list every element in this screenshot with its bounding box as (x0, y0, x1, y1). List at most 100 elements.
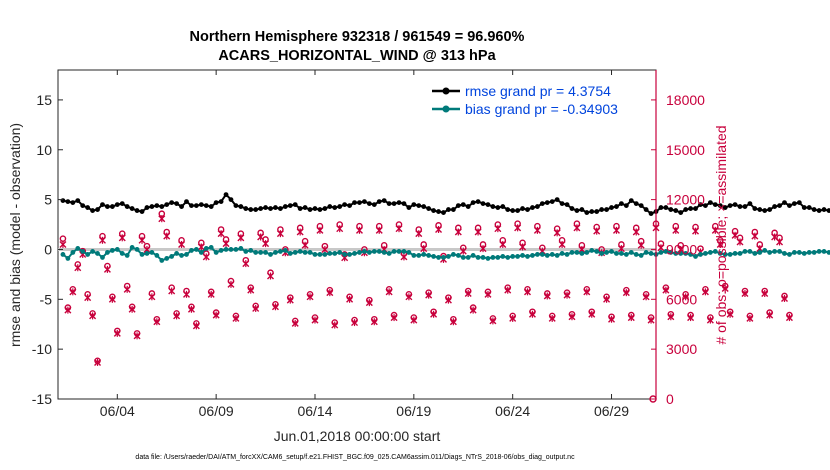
series-point-bias (292, 250, 298, 255)
series-point-bias (105, 250, 110, 255)
series-point-rmse (752, 206, 758, 211)
series-point-bias (149, 250, 155, 255)
series-point-bias (821, 249, 827, 254)
series-point-rmse (297, 206, 303, 211)
series-point-bias (717, 251, 723, 256)
obs-assimilated-point (687, 314, 695, 322)
series-point-bias (169, 254, 175, 259)
series-point-rmse (698, 202, 703, 207)
series-point-rmse (806, 205, 812, 210)
series-point-bias (762, 248, 768, 253)
obs-assimilated-point (543, 292, 551, 300)
obs-assimilated-point (612, 226, 620, 234)
obs-assimilated-point (519, 243, 527, 251)
obs-assimilated-point (608, 315, 616, 323)
series-point-rmse (248, 207, 254, 212)
series-point-bias (534, 252, 540, 257)
series-point-rmse (663, 205, 669, 210)
series-point-bias (589, 248, 595, 253)
obs-assimilated-point (262, 240, 270, 248)
obs-assimilated-point (395, 225, 403, 233)
series-point-rmse (169, 200, 175, 205)
series-point-rmse (327, 204, 333, 209)
obs-assimilated-point (736, 238, 744, 246)
series-point-rmse (480, 201, 486, 206)
obs-assimilated-point (489, 317, 497, 325)
series-point-bias (668, 250, 674, 255)
obs-assimilated-point (692, 227, 700, 235)
series-point-rmse (712, 202, 718, 207)
obs-assimilated-point (375, 226, 383, 234)
obs-assimilated-point (242, 260, 250, 268)
obs-assimilated-point (504, 286, 512, 294)
series-point-rmse (569, 206, 575, 211)
series-point-rmse (277, 206, 283, 211)
x-tick-label: 06/24 (495, 403, 530, 419)
obs-assimilated-point (385, 288, 393, 296)
series-point-bias (75, 246, 81, 251)
x-tick-label: 06/14 (297, 403, 332, 419)
series-point-rmse (574, 208, 580, 213)
obs-assimilated-point (291, 319, 299, 327)
series-point-bias (465, 255, 471, 260)
obs-assimilated-point (138, 236, 146, 244)
series-point-rmse (218, 199, 224, 205)
series-point-bias (826, 250, 830, 255)
series-point-bias (628, 250, 634, 255)
y-left-tick-label: -15 (32, 391, 52, 407)
obs-assimilated-point (533, 226, 541, 234)
series-point-rmse (416, 203, 422, 208)
obs-assimilated-point (746, 314, 754, 322)
obs-assimilated-point (271, 303, 279, 311)
obs-assimilated-point (776, 238, 784, 246)
series-point-rmse (707, 200, 713, 205)
series-point-rmse (515, 208, 521, 213)
series-point-bias (757, 250, 763, 255)
obs-assimilated-point (761, 289, 769, 297)
obs-assimilated-point (454, 228, 462, 236)
obs-assimilated-point (212, 311, 220, 319)
series-point-bias (357, 250, 362, 255)
series-point-rmse (80, 203, 86, 208)
obs-assimilated-point (276, 230, 284, 238)
obs-assimilated-point (158, 215, 166, 223)
series-point-bias (174, 251, 180, 256)
series-point-rmse (668, 207, 674, 212)
series-point-rmse (455, 203, 461, 208)
obs-assimilated-point (98, 236, 106, 244)
obs-assimilated-point (528, 310, 536, 318)
series-point-bias (302, 250, 308, 255)
series-point-rmse (791, 201, 797, 206)
obs-assimilated-point (548, 314, 556, 322)
obs-assimilated-point (321, 245, 329, 253)
series-point-rmse (287, 203, 293, 208)
obs-assimilated-point (420, 245, 428, 253)
series-point-rmse (559, 201, 565, 206)
obs-assimilated-point (113, 329, 121, 337)
series-point-bias (327, 251, 333, 256)
y-left-tick-label: 10 (36, 142, 52, 158)
series-point-bias (426, 253, 432, 258)
series-point-bias (520, 253, 525, 258)
series-point-rmse (352, 200, 357, 205)
series-point-rmse (604, 207, 609, 212)
series-point-bias (436, 255, 441, 260)
series-point-bias (189, 248, 194, 253)
obs-assimilated-point (484, 290, 492, 298)
series-point-rmse (411, 202, 417, 207)
series-point-bias (544, 253, 550, 258)
obs-assimilated-point (370, 318, 378, 326)
obs-assimilated-point (257, 233, 265, 241)
series-point-bias (119, 251, 125, 256)
series-point-rmse (357, 200, 362, 205)
obs-assimilated-point (726, 310, 734, 318)
obs-assimilated-point (84, 294, 92, 302)
y-left-tick-label: -5 (40, 291, 53, 307)
series-point-rmse (332, 205, 338, 210)
x-tick-label: 06/29 (594, 403, 629, 419)
series-point-rmse (693, 206, 698, 211)
series-point-bias (693, 254, 698, 259)
series-point-bias (134, 247, 140, 252)
series-point-rmse (114, 202, 120, 207)
series-point-bias (787, 252, 792, 257)
